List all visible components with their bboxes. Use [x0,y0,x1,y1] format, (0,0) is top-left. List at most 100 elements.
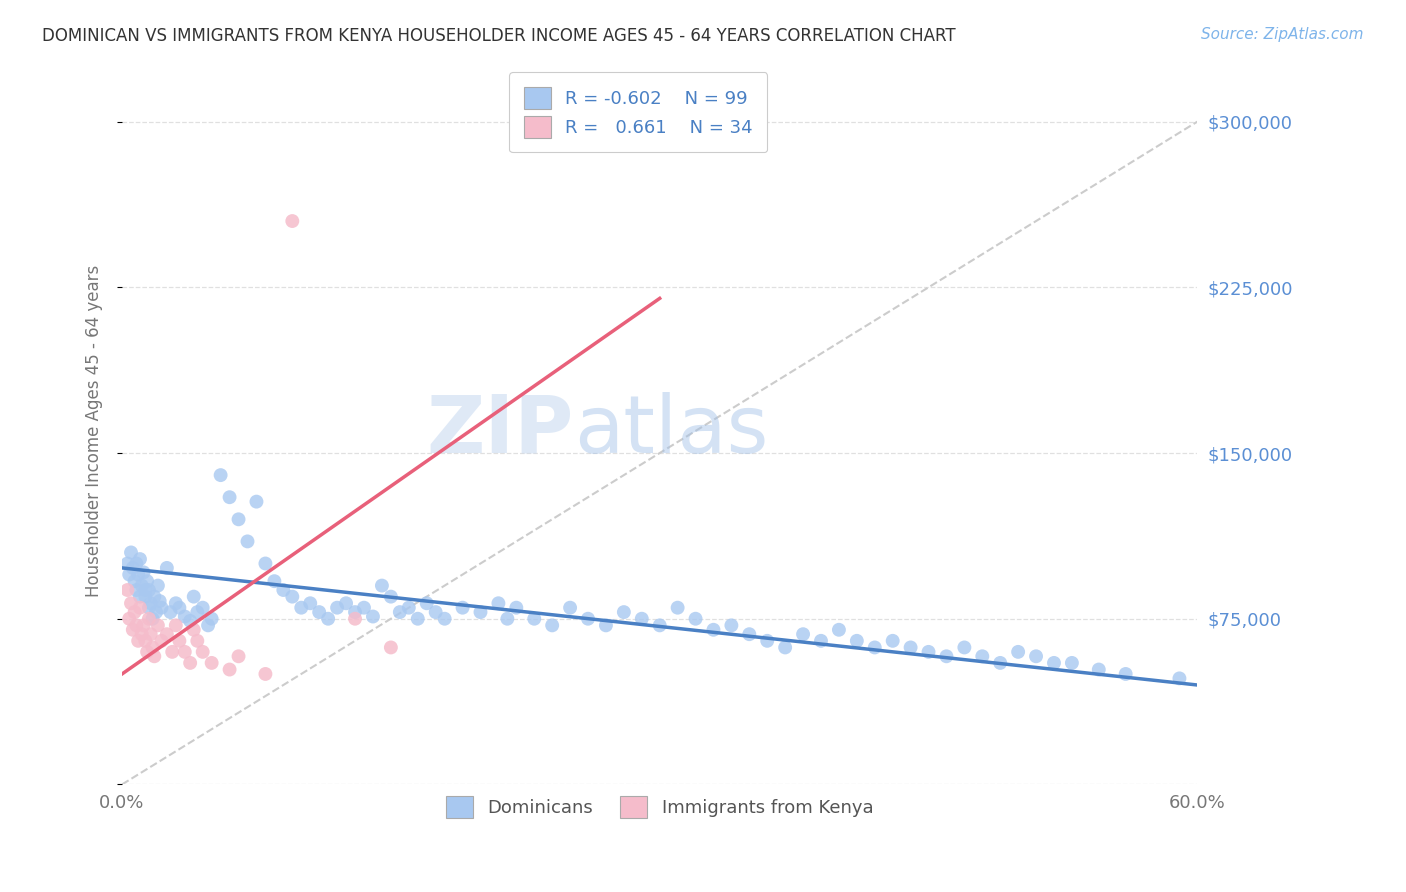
Point [773,640,796,655]
Point [576,612,599,626]
Point [1060,656,1083,670]
Point [150,600,173,615]
Point [118,567,141,582]
Point [863,640,886,655]
Point [1115,667,1137,681]
Point [1025,649,1047,664]
Point [150,633,173,648]
Point [316,612,339,626]
Point [882,633,904,648]
Point [118,612,141,626]
Point [380,640,402,655]
Point [972,649,994,664]
Point [160,645,183,659]
Point [169,600,191,615]
Point [738,627,761,641]
Point [165,596,187,610]
Point [486,596,509,610]
Point [344,605,367,619]
Point [541,618,564,632]
Point [756,633,779,648]
Point [125,557,148,571]
Point [595,618,617,632]
Point [254,667,277,681]
Point [505,600,527,615]
Point [470,605,492,619]
Legend: Dominicans, Immigrants from Kenya: Dominicans, Immigrants from Kenya [439,789,880,825]
Point [988,656,1011,670]
Point [141,640,163,655]
Point [613,605,636,619]
Point [138,600,160,615]
Point [273,582,295,597]
Point [120,596,142,610]
Point [1043,656,1066,670]
Point [254,557,277,571]
Point [120,545,142,559]
Point [299,596,322,610]
Point [121,561,143,575]
Point [132,566,155,580]
Point [218,663,240,677]
Point [451,600,474,615]
Point [124,574,146,589]
Text: atlas: atlas [574,392,768,470]
Point [129,552,152,566]
Point [127,567,149,582]
Point [124,605,146,619]
Point [935,649,957,664]
Point [630,612,652,626]
Point [398,600,420,615]
Point [186,633,208,648]
Point [179,614,201,628]
Point [197,618,219,632]
Point [138,612,160,626]
Point [129,600,152,615]
Point [173,609,195,624]
Point [245,494,267,508]
Point [143,590,166,604]
Point [183,623,205,637]
Point [125,618,148,632]
Point [179,656,201,670]
Y-axis label: Householder Income Ages 45 - 64 years: Householder Income Ages 45 - 64 years [86,265,103,597]
Point [1007,645,1029,659]
Point [173,645,195,659]
Point [149,594,172,608]
Point [845,633,868,648]
Point [388,605,411,619]
Point [953,640,976,655]
Point [380,590,402,604]
Point [131,627,153,641]
Point [121,623,143,637]
Point [236,534,259,549]
Point [900,640,922,655]
Point [132,618,155,632]
Point [165,618,187,632]
Point [136,574,159,589]
Point [143,649,166,664]
Point [228,512,250,526]
Point [139,627,162,641]
Point [139,596,162,610]
Point [720,618,742,632]
Text: DOMINICAN VS IMMIGRANTS FROM KENYA HOUSEHOLDER INCOME AGES 45 - 64 YEARS CORRELA: DOMINICAN VS IMMIGRANTS FROM KENYA HOUSE… [42,27,956,45]
Point [281,590,304,604]
Point [129,590,152,604]
Point [218,490,240,504]
Point [159,605,181,619]
Point [201,656,224,670]
Point [523,612,546,626]
Point [828,623,851,637]
Point [406,612,429,626]
Point [156,627,179,641]
Point [117,582,139,597]
Point [917,645,939,659]
Point [496,612,519,626]
Point [201,612,224,626]
Point [415,596,437,610]
Point [134,590,156,604]
Point [146,618,169,632]
Point [308,605,330,619]
Text: ZIP: ZIP [426,392,574,470]
